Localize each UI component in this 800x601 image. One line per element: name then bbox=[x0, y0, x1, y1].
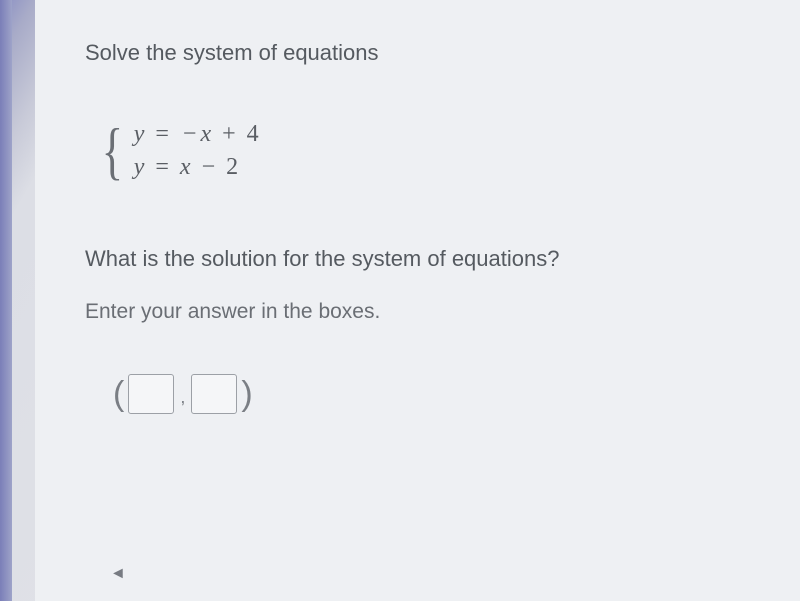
equations-group: y = −x + 4 y = x − 2 bbox=[134, 121, 260, 181]
answer-input-area: ( , ) bbox=[113, 374, 750, 414]
answer-y-input[interactable] bbox=[191, 374, 237, 414]
equation-1: y = −x + 4 bbox=[134, 121, 260, 148]
equation-2: y = x − 2 bbox=[134, 154, 260, 181]
system-brace: { bbox=[102, 122, 124, 180]
open-paren: ( bbox=[113, 377, 124, 411]
coord-comma: , bbox=[180, 387, 185, 414]
answer-x-input[interactable] bbox=[128, 374, 174, 414]
problem-instruction: Solve the system of equations bbox=[85, 40, 750, 66]
page-left-accent bbox=[0, 0, 12, 601]
problem-question: What is the solution for the system of e… bbox=[85, 246, 750, 272]
problem-container: Solve the system of equations { y = −x +… bbox=[35, 0, 800, 601]
prev-arrow-icon[interactable]: ◄ bbox=[110, 565, 126, 583]
close-paren: ) bbox=[241, 377, 252, 411]
answer-hint: Enter your answer in the boxes. bbox=[85, 300, 750, 324]
equation-system: { y = −x + 4 y = x − 2 bbox=[97, 121, 750, 181]
